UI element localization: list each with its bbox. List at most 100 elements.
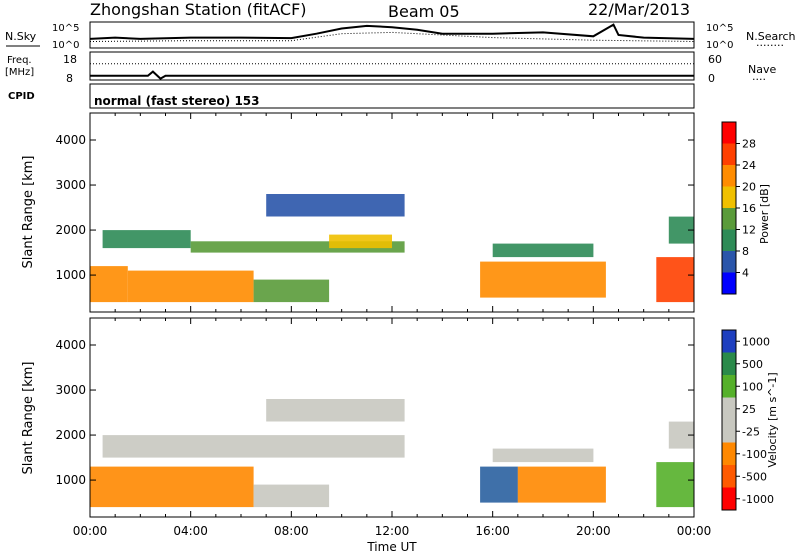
scatter-region bbox=[492, 448, 594, 463]
velocity-colorbar-segment bbox=[722, 487, 736, 510]
power-heatmap bbox=[90, 194, 695, 303]
nsky-tick-top-left: 10^5 bbox=[52, 23, 79, 34]
power-colorbar-tick-label: 16 bbox=[742, 202, 756, 215]
velocity-colorbar-tick-label: 500 bbox=[742, 358, 763, 371]
freq-panel bbox=[89, 51, 695, 81]
y-tick-label: 4000 bbox=[55, 133, 86, 147]
scatter-region bbox=[656, 257, 695, 303]
cpid-label: CPID bbox=[8, 91, 35, 102]
scatter-region bbox=[480, 466, 518, 503]
y-tick-label: 4000 bbox=[55, 338, 86, 352]
power-colorbar-tick-label: 20 bbox=[742, 181, 756, 194]
y-tick-label: 1000 bbox=[55, 473, 86, 487]
scatter-region bbox=[102, 230, 191, 249]
power-ylabel: Slant Range [km] bbox=[21, 156, 36, 269]
y-tick-label: 3000 bbox=[55, 383, 86, 397]
scatter-region bbox=[253, 279, 330, 303]
station-title: Zhongshan Station (fitACF) bbox=[90, 0, 307, 19]
time-axis-label: Time UT bbox=[366, 540, 417, 554]
power-axes: 1000 2000 3000 4000 bbox=[55, 113, 695, 312]
power-colorbar-tick-label: 24 bbox=[742, 159, 756, 172]
freq-tick-bottom: 8 bbox=[66, 72, 73, 85]
nsky-series-group bbox=[89, 23, 695, 42]
velocity-colorbar-segment bbox=[722, 375, 736, 398]
velocity-colorbar-segment bbox=[722, 420, 736, 443]
nave-label: Nave bbox=[748, 63, 776, 76]
velocity-colorbar-tick-label: -25 bbox=[742, 425, 760, 438]
nsky-panel bbox=[89, 21, 695, 49]
scatter-region bbox=[492, 243, 594, 258]
power-colorbar-segment bbox=[722, 165, 736, 187]
velocity-colorbar-tick-label: -100 bbox=[742, 448, 767, 461]
x-tick-label: 00:00 bbox=[73, 524, 108, 538]
velocity-colorbar-segment bbox=[722, 397, 736, 420]
velocity-axes: 1000 2000 3000 4000 bbox=[55, 318, 695, 517]
scatter-region bbox=[517, 466, 606, 503]
power-colorbar-segment bbox=[722, 143, 736, 165]
scatter-region bbox=[480, 261, 606, 298]
scatter-region bbox=[190, 241, 405, 253]
x-tick-label: 04:00 bbox=[173, 524, 208, 538]
velocity-colorbar-tick-label: -500 bbox=[742, 470, 767, 483]
nave-tick-bottom: 0 bbox=[708, 72, 715, 85]
freq-label-1: Freq. bbox=[7, 55, 32, 66]
freq-tick-top: 18 bbox=[63, 53, 77, 66]
scatter-region bbox=[266, 399, 405, 422]
scatter-region bbox=[127, 270, 254, 303]
x-tick-label: 20:00 bbox=[576, 524, 611, 538]
scatter-region bbox=[253, 484, 330, 508]
power-colorbar: 4 8 12 16 20 24 28 bbox=[721, 121, 756, 295]
date-label: 22/Mar/2013 bbox=[588, 0, 690, 19]
x-tick-label: 08:00 bbox=[274, 524, 309, 538]
velocity-colorbar-tick-label: -1000 bbox=[742, 493, 774, 506]
velocity-colorbar-segment bbox=[722, 330, 736, 353]
velocity-colorbar-border bbox=[721, 329, 737, 511]
velocity-colorbar-tick-label: 100 bbox=[742, 380, 763, 393]
x-tick-label: 00:00 bbox=[677, 524, 712, 538]
scatter-region bbox=[90, 266, 128, 303]
cpid-value: normal (fast stereo) 153 bbox=[94, 94, 260, 108]
power-colorbar-label: Power [dB] bbox=[758, 184, 771, 244]
beam-label: Beam 05 bbox=[388, 2, 460, 21]
y-tick-label: 2000 bbox=[55, 223, 86, 237]
power-colorbar-tick-label: 28 bbox=[742, 138, 756, 151]
freq-series-group bbox=[90, 63, 694, 80]
power-colorbar-tick-label: 8 bbox=[742, 245, 749, 258]
velocity-colorbar-tick-label: 1000 bbox=[742, 335, 770, 348]
power-colorbar-segment bbox=[722, 186, 736, 208]
velocity-ylabel: Slant Range [km] bbox=[21, 362, 36, 475]
power-colorbar-segment bbox=[722, 122, 736, 144]
nsky-tick-bottom-left: 10^0 bbox=[52, 40, 79, 51]
velocity-colorbar-segment bbox=[722, 352, 736, 375]
x-tick-label: 16:00 bbox=[475, 524, 510, 538]
freq-series-line bbox=[90, 70, 694, 80]
velocity-heatmap bbox=[90, 399, 695, 508]
nsky-tick-bottom-right: 10^0 bbox=[706, 40, 733, 51]
velocity-colorbar: 1000 500 100 25 -25 -100 -500 -1000 bbox=[721, 329, 774, 511]
nave-tick-top: 60 bbox=[708, 53, 722, 66]
velocity-colorbar-segment bbox=[722, 442, 736, 465]
power-colorbar-segment bbox=[722, 272, 736, 294]
nsearch-series-line bbox=[89, 31, 695, 42]
nsky-tick-top-right: 10^5 bbox=[706, 23, 733, 34]
x-tick-label: 12:00 bbox=[375, 524, 410, 538]
nave-line: .... bbox=[752, 70, 766, 83]
y-tick-label: 3000 bbox=[55, 178, 86, 192]
power-colorbar-segment bbox=[722, 229, 736, 251]
power-colorbar-segment bbox=[722, 251, 736, 273]
y-tick-label: 2000 bbox=[55, 428, 86, 442]
nsky-label: N.Sky bbox=[5, 30, 37, 43]
y-tick-label: 1000 bbox=[55, 268, 86, 282]
velocity-colorbar-segment bbox=[722, 465, 736, 488]
power-colorbar-segment bbox=[722, 208, 736, 230]
scatter-region bbox=[329, 234, 392, 249]
velocity-colorbar-label: Velocity [m s^-1] bbox=[766, 372, 779, 467]
scatter-region bbox=[90, 466, 254, 508]
scatter-region bbox=[102, 435, 405, 458]
power-colorbar-tick-label: 12 bbox=[742, 224, 756, 237]
scatter-region bbox=[266, 194, 405, 217]
nsky-line bbox=[89, 23, 695, 40]
cpid-panel bbox=[89, 83, 695, 109]
power-colorbar-tick-label: 4 bbox=[742, 267, 749, 280]
